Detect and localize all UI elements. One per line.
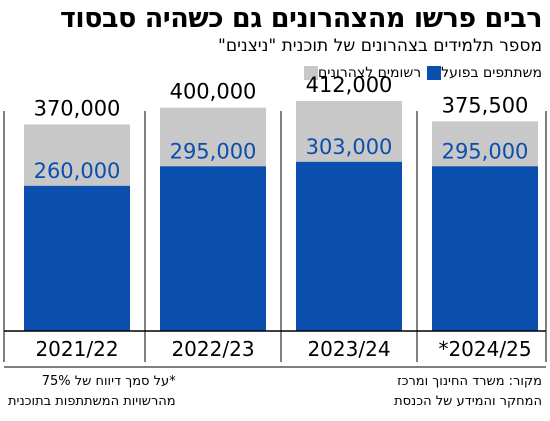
- legend-item-participating: משתתפים בפועל: [421, 65, 542, 81]
- footnote-line-2: מהרשויות המשתתפות בתוכנית: [8, 394, 176, 409]
- bar-participating-0: [24, 185, 130, 331]
- category-label-1: 2022/23: [171, 337, 254, 361]
- bar-participating-3: [432, 166, 538, 331]
- chart-title: רבים פרשו מהצהרונים גם כשהיה סבסוד: [60, 3, 543, 34]
- label-participating-3: 295,000: [442, 139, 529, 163]
- label-registered-0: 370,000: [34, 96, 121, 120]
- category-label-2: 2023/24: [307, 337, 390, 361]
- label-registered-1: 400,000: [170, 80, 257, 104]
- category-label-3: *2024/25: [438, 337, 531, 361]
- legend: רשומים לצהרונים משתתפים בפועל: [270, 64, 542, 82]
- label-participating-1: 295,000: [170, 139, 257, 163]
- source-line-2: המחקר והמידע של הכנסת: [394, 394, 542, 409]
- source-note: מקור: משרד החינוך ומרכז המחקר והמידע של …: [394, 372, 542, 412]
- category-label-0: 2021/22: [35, 337, 118, 361]
- source-line-1: מקור: משרד החינוך ומרכז: [397, 374, 542, 389]
- footnote: *על סמך דיווח של 75% מהרשויות המשתתפות ב…: [8, 372, 176, 412]
- legend-label-registered: רשומים לצהרונים: [318, 65, 422, 81]
- bar-participating-2: [296, 161, 402, 331]
- chart-subtitle: מספר תלמידים בצהרונים של תוכנית "ניצנים": [218, 36, 542, 56]
- legend-item-registered: רשומים לצהרונים: [298, 65, 421, 81]
- legend-swatch-registered: [304, 66, 318, 80]
- label-participating-0: 260,000: [34, 159, 121, 183]
- legend-label-participating: משתתפים בפועל: [441, 65, 542, 81]
- label-registered-3: 375,500: [442, 93, 529, 117]
- footnote-line-1: *על סמך דיווח של 75%: [41, 374, 176, 389]
- legend-swatch-participating: [427, 66, 442, 80]
- label-participating-2: 303,000: [306, 135, 393, 159]
- bar-participating-1: [160, 166, 266, 331]
- label-registered-2: 412,000: [306, 73, 393, 97]
